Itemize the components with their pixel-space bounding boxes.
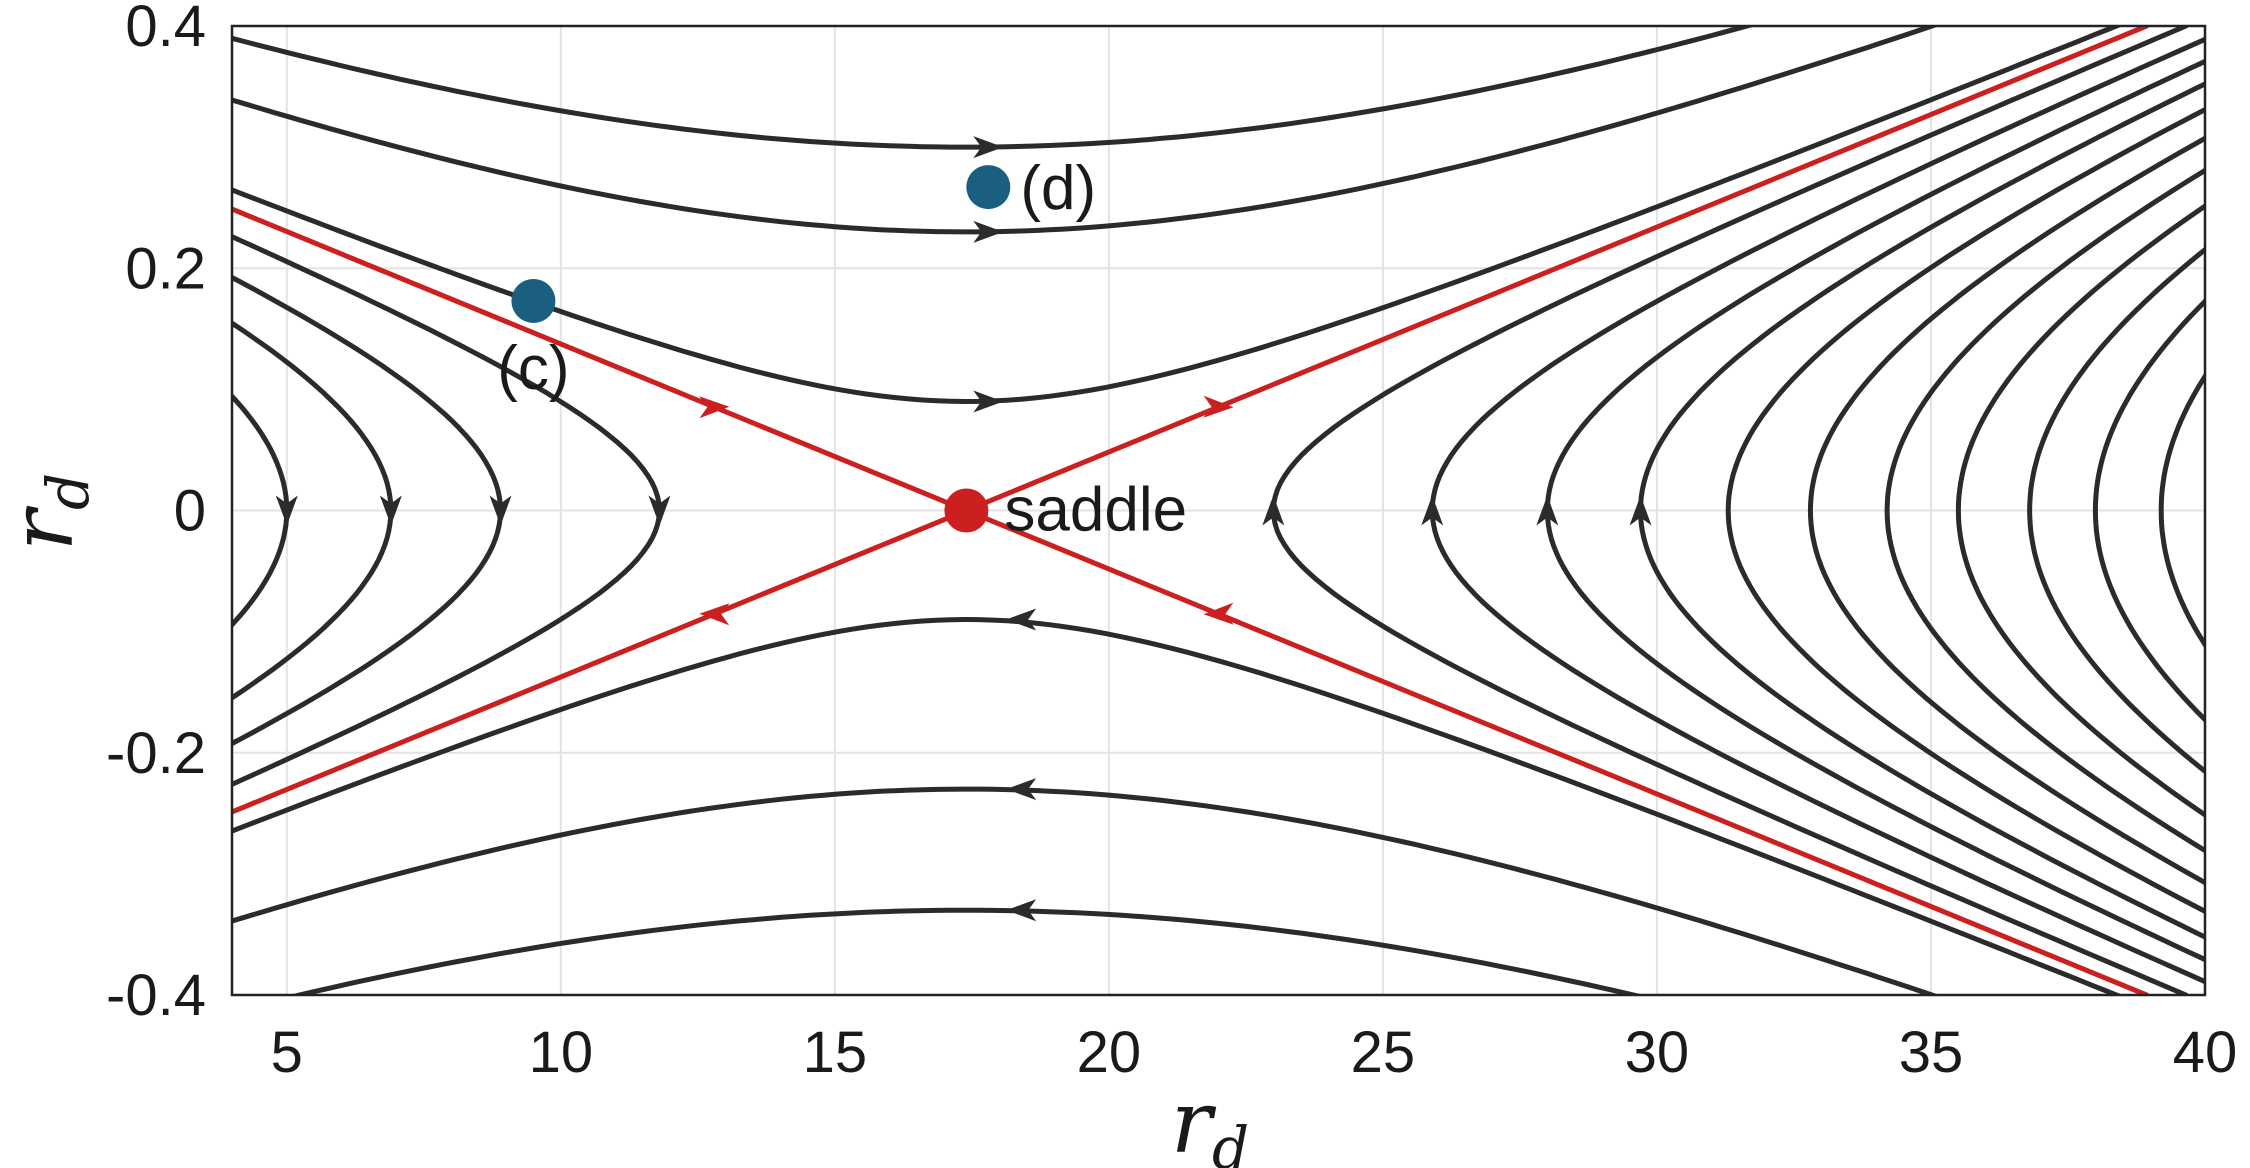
trajectory: [232, 26, 1757, 150]
trajectory: [1807, 135, 2205, 886]
saddle-label: saddle: [1004, 476, 1187, 545]
y-tick-label: 0.2: [125, 236, 206, 301]
flow-arrow: [1262, 495, 1285, 526]
flow-arrow: [275, 495, 298, 526]
state-point: [511, 278, 556, 323]
trajectory: [1955, 203, 2205, 818]
flow-arrow: [973, 390, 1004, 413]
saddle-point: [944, 488, 989, 533]
y-axis-label-dot: ˙: [0, 502, 42, 547]
trajectory: [2158, 371, 2205, 650]
trajectory: [232, 26, 1940, 235]
x-axis-label: rd: [1171, 1073, 1249, 1168]
y-tick-label: 0: [174, 479, 206, 544]
x-tick-label: 40: [2173, 1020, 2238, 1085]
trajectory: [2092, 297, 2205, 724]
flow-arrow: [1203, 395, 1234, 418]
trajectory: [232, 617, 2124, 995]
x-tick-label: 10: [529, 1020, 594, 1085]
plot-frame: [230, 24, 2207, 997]
trajectory: [1884, 167, 2205, 854]
flow-arrow: [1006, 899, 1037, 922]
x-tick-label: 30: [1625, 1020, 1690, 1085]
flow-arrow: [699, 396, 730, 419]
flow-arrow: [699, 603, 730, 626]
trajectory: [232, 786, 1940, 995]
flow-arrow: [1006, 778, 1037, 801]
state-point-label: (c): [497, 334, 569, 403]
x-tick-label: 15: [803, 1020, 868, 1085]
y-tick-label: -0.4: [106, 963, 206, 1028]
flow-arrow: [648, 495, 671, 526]
trajectory: [2027, 246, 2205, 775]
y-tick-label: 0.4: [125, 0, 206, 59]
flow-arrows: [275, 136, 1652, 922]
flow-arrow: [1203, 602, 1234, 625]
trajectory: [288, 907, 1645, 995]
flow-arrow: [489, 495, 512, 526]
y-axis-label-sub: d: [34, 473, 102, 510]
flow-arrow: [1006, 608, 1037, 631]
x-axis-label-sub: d: [1212, 1114, 1249, 1168]
tick-labels: 5 10 15 20 25 30 35 40 -0.4 -0.2 0 0.2 0.4: [106, 0, 2237, 1085]
x-tick-label: 35: [1899, 1020, 1964, 1085]
flow-arrow: [1536, 495, 1559, 526]
trajectory: [232, 26, 2124, 404]
svg-text:rd: rd: [0, 473, 102, 551]
flow-arrow: [973, 136, 1004, 159]
state-point: [966, 165, 1011, 210]
x-tick-label: 25: [1351, 1020, 1416, 1085]
y-tick-label: -0.2: [106, 721, 206, 786]
flow-arrow: [1421, 495, 1444, 526]
y-axis-label: rd ˙: [0, 473, 102, 551]
x-tick-label: 5: [271, 1020, 303, 1085]
markers: saddle (c) (d): [497, 154, 1187, 544]
x-tick-label: 20: [1077, 1020, 1142, 1085]
grid: [232, 25, 2206, 996]
state-point-label: (d): [1020, 154, 1096, 223]
flow-arrow: [1629, 495, 1652, 526]
flow-arrow: [973, 220, 1004, 243]
trajectory: [1725, 106, 2205, 915]
flow-arrow: [379, 495, 402, 526]
